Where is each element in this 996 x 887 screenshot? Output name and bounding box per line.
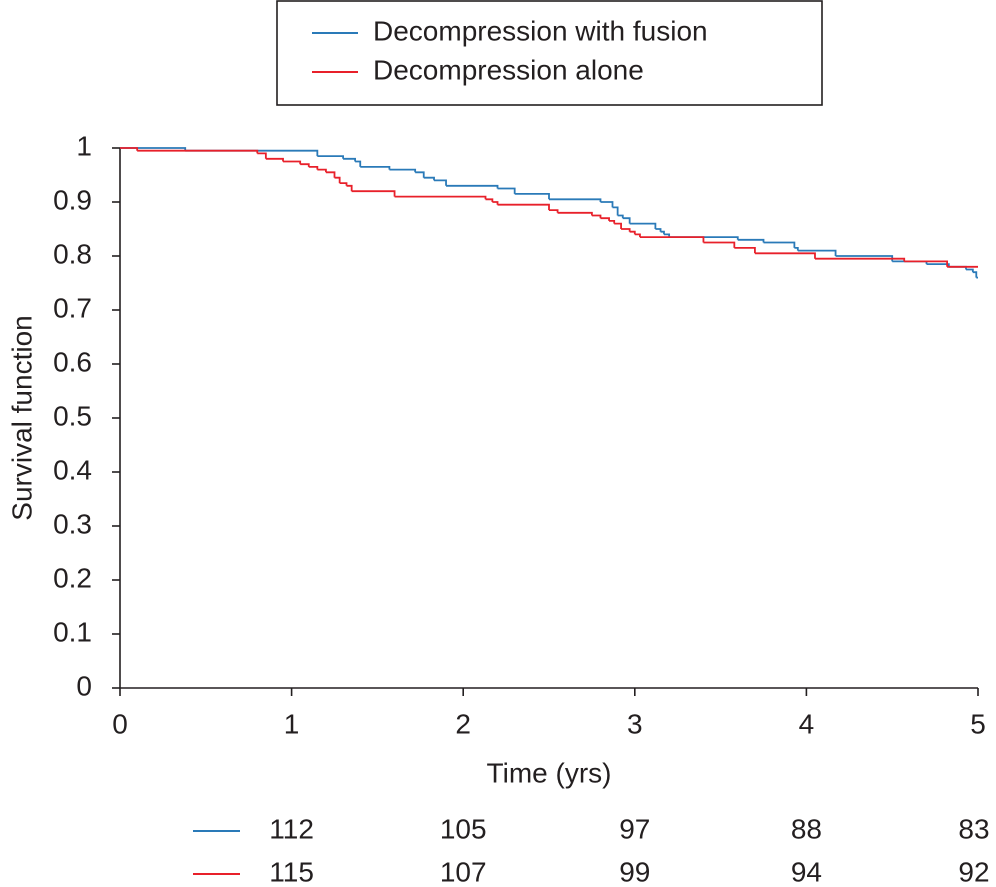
survival-step xyxy=(355,160,362,167)
survival-step xyxy=(514,193,550,200)
y-tick-label: 0.1 xyxy=(53,616,92,647)
at-risk-count: 83 xyxy=(958,813,989,844)
survival-step xyxy=(591,214,602,219)
survival-step xyxy=(734,247,756,254)
survival-step xyxy=(814,257,906,262)
y-tick-label: 0.7 xyxy=(53,292,92,323)
survival-step xyxy=(609,220,616,224)
survival-step xyxy=(655,228,662,232)
survival-step xyxy=(446,184,499,189)
x-tick-label: 3 xyxy=(627,708,643,739)
y-tick-label: 0.5 xyxy=(53,400,92,431)
survival-step xyxy=(639,236,705,243)
at-risk-count: 94 xyxy=(791,856,822,887)
survival-step xyxy=(904,260,949,267)
x-axis-label: Time (yrs) xyxy=(487,757,612,788)
survival-step xyxy=(663,233,671,238)
x-tick-label: 5 xyxy=(970,708,986,739)
at-risk-count: 88 xyxy=(791,813,822,844)
at-risk-count: 99 xyxy=(619,856,650,887)
survival-step xyxy=(660,230,665,235)
y-tick-label: 0.9 xyxy=(53,184,92,215)
survival-step xyxy=(423,176,435,181)
survival-step xyxy=(485,198,494,202)
survival-step xyxy=(794,247,799,251)
legend-label: Decompression alone xyxy=(373,54,644,85)
survival-step xyxy=(351,190,396,197)
survival-step xyxy=(434,179,447,186)
y-tick-label: 1 xyxy=(76,130,92,161)
survival-step xyxy=(497,187,516,194)
at-risk-count: 97 xyxy=(619,813,650,844)
at-risk-count: 92 xyxy=(958,856,989,887)
survival-step xyxy=(600,217,610,221)
survival-step xyxy=(317,168,327,173)
survival-step xyxy=(622,217,631,224)
survival-step xyxy=(360,166,391,170)
survival-step xyxy=(283,160,302,165)
survival-step xyxy=(492,201,499,205)
survival-step xyxy=(754,252,816,259)
survival-step xyxy=(600,201,614,208)
y-axis-label: Survival function xyxy=(6,315,37,520)
survival-step xyxy=(339,182,348,186)
survival-step xyxy=(557,211,593,216)
survival-step xyxy=(317,155,344,159)
survival-step xyxy=(621,228,631,232)
survival-step xyxy=(394,195,487,200)
survival-step xyxy=(549,209,559,213)
survival-step xyxy=(497,203,550,211)
x-tick-label: 1 xyxy=(284,708,300,739)
survival-step xyxy=(629,222,657,229)
survival-step xyxy=(325,171,336,178)
survival-step xyxy=(415,171,425,178)
legend-label: Decompression with fusion xyxy=(373,15,708,46)
survival-step xyxy=(797,249,837,256)
y-tick-label: 0.3 xyxy=(53,508,92,539)
at-risk-count: 115 xyxy=(269,856,314,887)
survival-step xyxy=(763,241,796,248)
survival-step xyxy=(334,176,341,184)
y-tick-label: 0.4 xyxy=(53,454,92,485)
survival-step xyxy=(703,241,736,248)
y-tick-label: 0.6 xyxy=(53,346,92,377)
survival-step xyxy=(617,214,624,219)
at-risk-count: 112 xyxy=(269,813,314,844)
survival-step xyxy=(614,222,622,229)
survival-step xyxy=(926,263,950,267)
legend-box xyxy=(276,0,823,106)
survival-step xyxy=(629,230,636,235)
survival-step xyxy=(389,168,417,173)
survival-step xyxy=(965,268,974,273)
survival-step xyxy=(612,206,619,216)
survival-step xyxy=(972,271,978,278)
y-tick-label: 0.8 xyxy=(53,238,92,269)
survival-step xyxy=(257,152,267,159)
survival-step xyxy=(737,238,765,243)
survival-step xyxy=(265,157,284,162)
x-tick-label: 4 xyxy=(799,708,815,739)
survival-step xyxy=(308,166,319,170)
x-tick-label: 0 xyxy=(112,708,128,739)
survival-step xyxy=(634,233,641,238)
y-tick-label: 0.2 xyxy=(53,562,92,593)
survival-step xyxy=(549,198,602,202)
x-tick-label: 2 xyxy=(455,708,471,739)
at-risk-count: 107 xyxy=(440,856,487,887)
survival-step xyxy=(120,147,139,151)
at-risk-count: 105 xyxy=(440,813,487,844)
survival-step xyxy=(137,149,259,154)
survival-step xyxy=(343,157,356,162)
survival-step xyxy=(346,184,353,192)
y-tick-label: 0 xyxy=(76,670,92,701)
survival-step xyxy=(300,163,310,167)
